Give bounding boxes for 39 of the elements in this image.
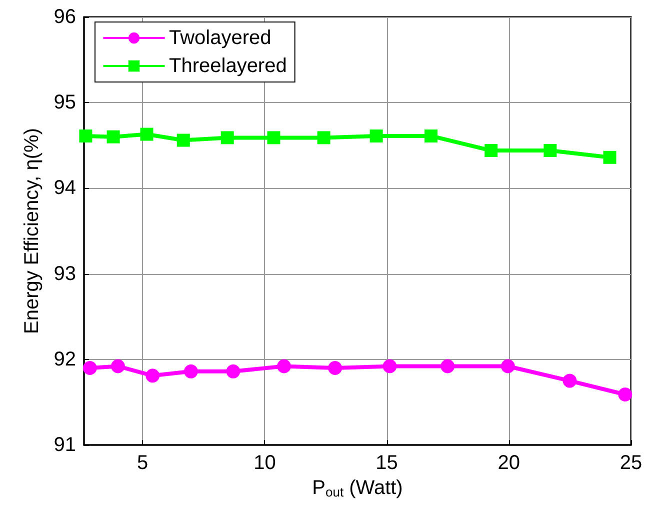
point bbox=[382, 359, 397, 374]
x-tick-label: 15 bbox=[376, 452, 398, 474]
y-axis-title: Energy Efficiency, η(%) bbox=[21, 128, 43, 334]
point bbox=[328, 360, 342, 375]
point bbox=[140, 128, 154, 141]
point bbox=[618, 388, 632, 402]
point bbox=[440, 359, 455, 374]
y-tick-label: 92 bbox=[54, 348, 76, 370]
y-tick-label: 94 bbox=[54, 177, 76, 200]
y-tick-label: 95 bbox=[54, 92, 76, 114]
y-tick-label: 93 bbox=[54, 262, 76, 285]
point bbox=[370, 129, 383, 142]
legend-label: Twolayered bbox=[169, 27, 272, 49]
point bbox=[184, 364, 198, 378]
legend-label: Threelayered bbox=[169, 55, 287, 77]
point bbox=[267, 131, 280, 144]
point bbox=[277, 359, 291, 374]
point bbox=[220, 131, 234, 144]
x-tick-label: 20 bbox=[498, 452, 520, 474]
point bbox=[544, 144, 557, 158]
y-tick-label: 96 bbox=[54, 6, 76, 28]
point bbox=[176, 134, 190, 147]
point bbox=[562, 374, 577, 388]
x-axis-title: Pout (Watt) bbox=[312, 476, 403, 500]
point bbox=[106, 130, 120, 144]
point bbox=[226, 364, 240, 378]
point bbox=[146, 368, 160, 383]
y-tick-label: 91 bbox=[54, 434, 76, 456]
point bbox=[424, 129, 438, 142]
point bbox=[603, 150, 616, 164]
x-tick-label: 5 bbox=[137, 452, 148, 474]
x-tick-label: 10 bbox=[254, 452, 276, 474]
point bbox=[82, 360, 97, 375]
x-tick-label: 25 bbox=[620, 452, 642, 474]
point bbox=[110, 359, 125, 374]
point bbox=[317, 131, 330, 144]
point bbox=[79, 129, 92, 142]
point bbox=[484, 144, 498, 158]
point bbox=[500, 359, 515, 374]
